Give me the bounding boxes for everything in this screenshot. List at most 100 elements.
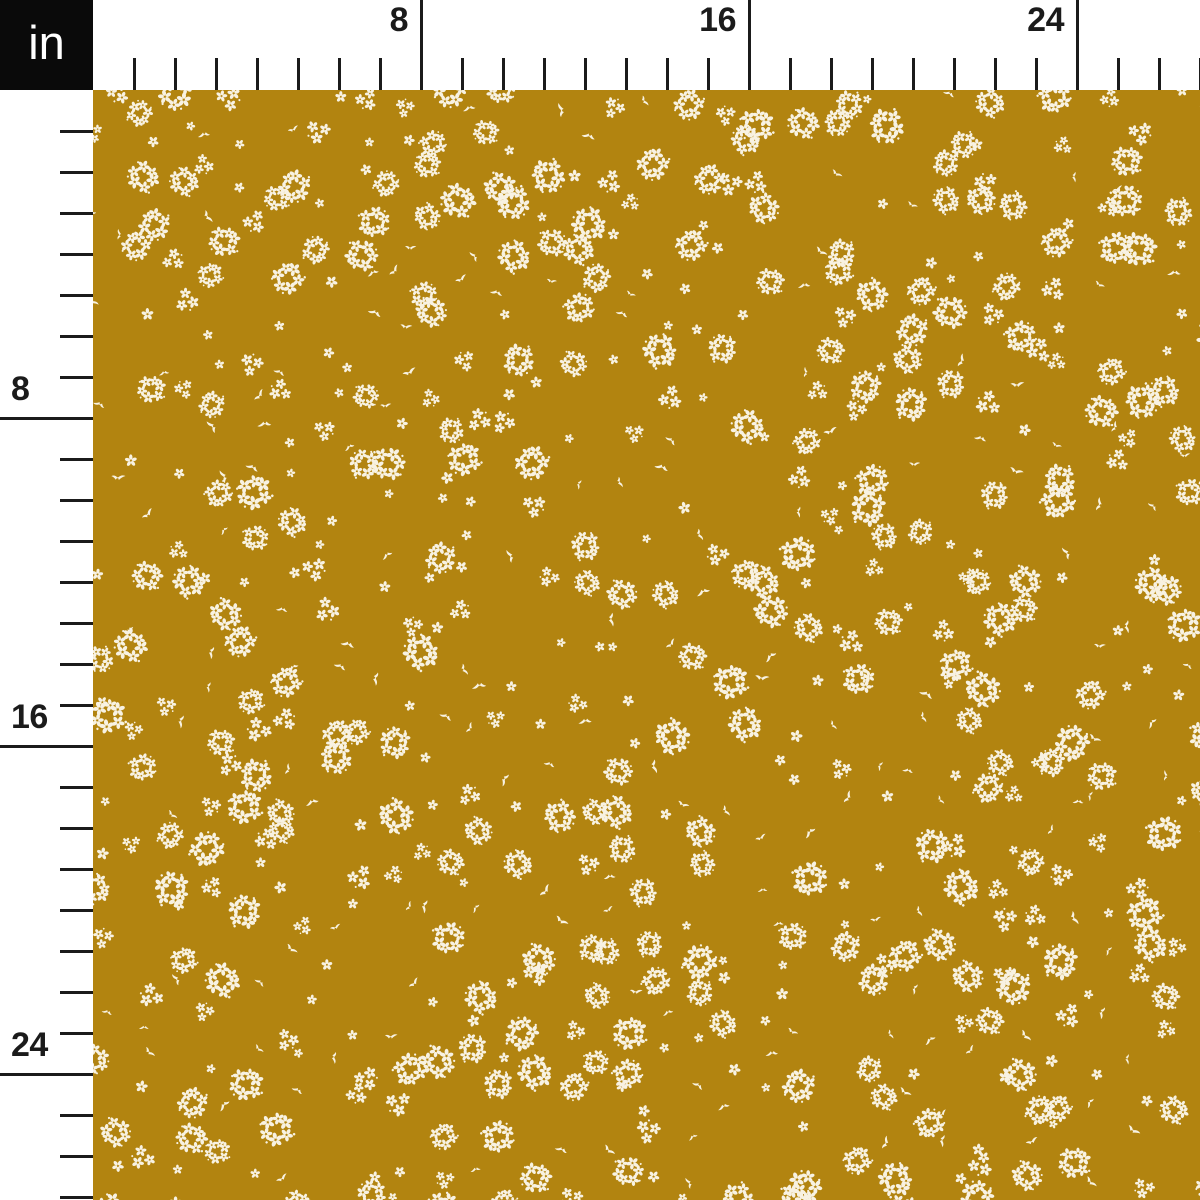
medium-flower-cluster (1123, 959, 1154, 991)
leaf-sprig (1062, 547, 1070, 560)
medium-flower-cluster (831, 300, 861, 331)
single-flower (564, 433, 575, 444)
single-flower (422, 570, 438, 586)
leaf-sprig (554, 1143, 568, 1157)
single-flower (1051, 320, 1067, 336)
single-flower (345, 1028, 360, 1042)
single-flower (759, 1015, 772, 1027)
medium-flower-cluster (838, 393, 872, 427)
leaf-sprig (206, 419, 217, 435)
single-flower (922, 254, 940, 272)
large-flower-cluster (973, 1004, 1007, 1038)
large-flower-cluster (197, 389, 228, 420)
single-flower (1175, 238, 1188, 251)
single-flower (605, 640, 620, 654)
large-flower-cluster (516, 937, 562, 983)
large-flower-cluster (781, 1165, 827, 1200)
single-flower (313, 537, 327, 552)
leaf-sprig (367, 270, 379, 277)
single-flower (503, 144, 516, 156)
leaf-sprig (1103, 946, 1115, 956)
leaf-sprig (757, 886, 768, 895)
medium-flower-cluster (199, 875, 224, 901)
ruler-minor-tick (60, 1031, 93, 1035)
single-flower (95, 846, 110, 861)
single-flower (394, 1166, 406, 1178)
large-flower-cluster (779, 1066, 820, 1107)
medium-flower-cluster (1122, 113, 1160, 151)
single-flower (98, 794, 112, 808)
leaf-sprig (688, 1133, 699, 1141)
single-flower (621, 693, 636, 708)
large-flower-cluster (109, 624, 153, 668)
large-flower-cluster (1180, 709, 1200, 761)
large-flower-cluster (340, 234, 382, 276)
single-flower (716, 970, 732, 985)
leaf-sprig (943, 90, 955, 101)
ruler-minor-tick (60, 949, 93, 953)
single-flower (436, 491, 450, 505)
medium-flower-cluster (592, 164, 629, 201)
large-flower-cluster (644, 708, 701, 765)
large-flower-cluster (434, 846, 468, 880)
single-flower (725, 1060, 744, 1079)
ruler-minor-tick (60, 580, 93, 584)
single-flower (403, 133, 416, 147)
large-flower-cluster (867, 1151, 924, 1200)
large-flower-cluster (1050, 1138, 1100, 1188)
single-flower (877, 198, 889, 210)
leaf-sprig (787, 1025, 799, 1038)
leaf-sprig (1085, 1174, 1097, 1189)
medium-flower-cluster (485, 404, 520, 438)
large-flower-cluster (520, 148, 576, 204)
leaf-sprig (543, 759, 556, 771)
medium-flower-cluster (830, 756, 854, 782)
large-flower-cluster (196, 471, 241, 516)
fabric-swatch (93, 90, 1200, 1200)
leaf-sprig (257, 419, 272, 431)
leaf-sprig (1045, 824, 1057, 835)
large-flower-cluster (501, 1013, 542, 1055)
single-flower (716, 953, 730, 967)
leaf-sprig (287, 125, 299, 132)
large-flower-cluster (1079, 753, 1124, 798)
single-flower (1047, 1118, 1059, 1130)
single-flower (773, 753, 787, 767)
medium-flower-cluster (450, 347, 476, 375)
single-flower (1175, 306, 1189, 321)
large-flower-cluster (688, 157, 731, 200)
medium-flower-cluster (981, 875, 1013, 907)
large-flower-cluster (786, 420, 828, 462)
large-flower-cluster (602, 1006, 657, 1060)
large-flower-cluster (1006, 1155, 1048, 1197)
medium-flower-cluster (389, 92, 419, 122)
leaf-sprig (606, 612, 618, 627)
large-flower-cluster (578, 977, 617, 1016)
leaf-sprig (404, 242, 417, 252)
single-flower (1081, 987, 1095, 1001)
large-flower-cluster (1156, 597, 1200, 652)
leaf-sprig (616, 476, 624, 488)
medium-flower-cluster (1017, 900, 1051, 934)
single-flower (426, 995, 440, 1009)
leaf-sprig (245, 461, 259, 476)
single-flower (1101, 906, 1116, 920)
large-flower-cluster (1168, 471, 1200, 514)
large-flower-cluster (852, 1052, 886, 1087)
large-flower-cluster (120, 154, 166, 200)
large-flower-cluster (603, 575, 641, 613)
single-flower (1054, 569, 1070, 586)
single-flower (109, 1157, 127, 1175)
leaf-sprig (144, 1045, 155, 1059)
medium-flower-cluster (561, 690, 592, 721)
single-flower (289, 566, 301, 579)
single-flower (460, 529, 473, 542)
single-flower (798, 575, 814, 590)
large-flower-cluster (122, 96, 156, 131)
leaf-sprig (114, 229, 124, 241)
large-flower-cluster (982, 745, 1018, 781)
medium-flower-cluster (859, 554, 888, 584)
large-flower-cluster (173, 1083, 212, 1122)
single-flower (402, 698, 418, 713)
ruler-minor-tick (60, 990, 93, 994)
